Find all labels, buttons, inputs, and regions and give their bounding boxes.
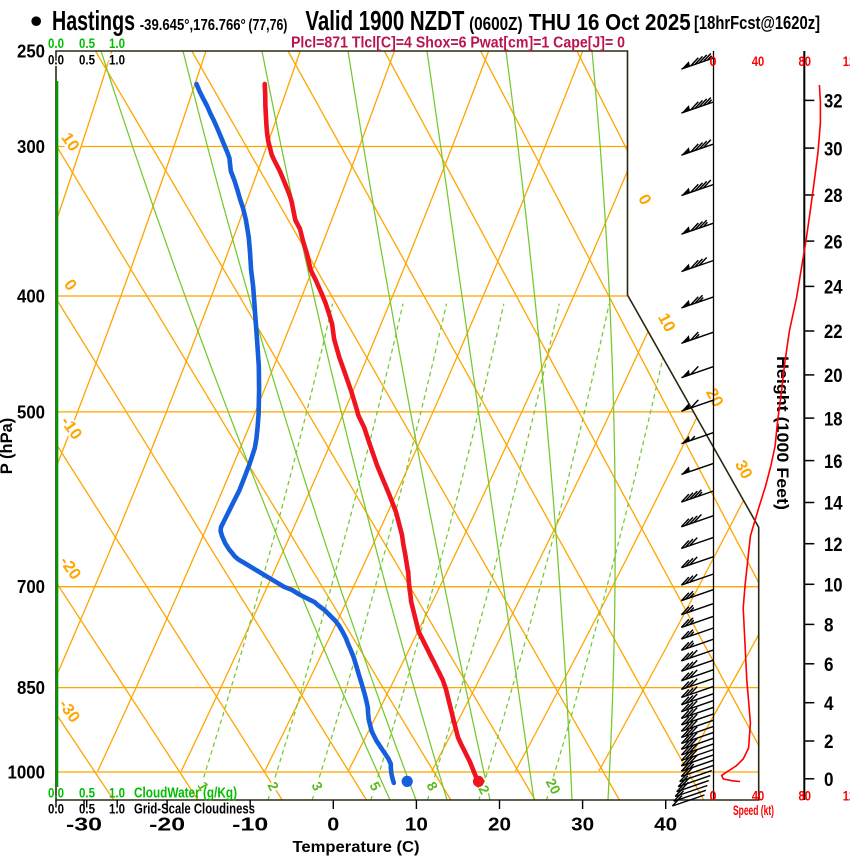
svg-text:0.5: 0.5 <box>79 786 95 801</box>
svg-text:Plcl=871 Tlcl[C]=4 Shox=6 Pwat: Plcl=871 Tlcl[C]=4 Shox=6 Pwat[cm]=1 Cap… <box>291 35 625 52</box>
svg-text:0: 0 <box>327 815 339 835</box>
svg-text:0.0: 0.0 <box>48 802 64 817</box>
svg-text:-10: -10 <box>232 815 268 835</box>
svg-text:(0600Z): (0600Z) <box>469 14 523 34</box>
svg-text:0: 0 <box>824 769 834 791</box>
svg-text:THU 16 Oct 2025: THU 16 Oct 2025 <box>529 9 691 35</box>
svg-text:30: 30 <box>824 138 843 160</box>
svg-text:10: 10 <box>405 815 428 835</box>
svg-text:4: 4 <box>824 693 834 715</box>
svg-text:1.0: 1.0 <box>109 36 125 51</box>
svg-text:20: 20 <box>488 815 511 835</box>
svg-text:1.0: 1.0 <box>109 53 125 68</box>
svg-text:300: 300 <box>17 137 45 157</box>
svg-text:18: 18 <box>824 408 843 430</box>
svg-text:32: 32 <box>824 91 843 113</box>
svg-text:80: 80 <box>799 53 812 69</box>
svg-text:28: 28 <box>824 185 843 207</box>
svg-text:700: 700 <box>17 577 45 597</box>
svg-text:250: 250 <box>17 42 45 62</box>
svg-text:40: 40 <box>654 815 677 835</box>
svg-text:850: 850 <box>17 678 45 698</box>
svg-text:(77,76): (77,76) <box>248 17 287 34</box>
svg-text:0.0: 0.0 <box>48 786 64 801</box>
svg-text:Height (1000 Feet): Height (1000 Feet) <box>773 356 792 510</box>
svg-text:12: 12 <box>843 788 850 804</box>
svg-text:2: 2 <box>824 731 834 753</box>
svg-text:10: 10 <box>824 575 843 597</box>
svg-text:0: 0 <box>710 788 717 804</box>
svg-text:12: 12 <box>843 53 850 69</box>
svg-text:400: 400 <box>17 287 45 307</box>
svg-text:0.5: 0.5 <box>79 36 95 51</box>
svg-text:Valid 1900 NZDT: Valid 1900 NZDT <box>305 5 464 36</box>
svg-text:16: 16 <box>824 451 843 473</box>
svg-text:0.5: 0.5 <box>79 802 95 817</box>
svg-text:-39.645°,176.766°: -39.645°,176.766° <box>140 17 246 34</box>
svg-text:22: 22 <box>824 321 843 343</box>
svg-text:-30: -30 <box>66 815 102 835</box>
svg-text:14: 14 <box>824 493 843 515</box>
svg-text:P (hPa): P (hPa) <box>0 418 16 475</box>
svg-text:12: 12 <box>824 534 843 556</box>
svg-text:6: 6 <box>824 654 834 676</box>
svg-text:8: 8 <box>824 615 834 637</box>
svg-text:1000: 1000 <box>8 763 46 783</box>
svg-text:26: 26 <box>824 231 843 253</box>
svg-text:500: 500 <box>17 402 45 422</box>
svg-text:0: 0 <box>710 53 717 69</box>
svg-text:30: 30 <box>571 815 594 835</box>
svg-text:CloudWater (g/Kg): CloudWater (g/Kg) <box>134 786 237 802</box>
svg-text:40: 40 <box>752 53 765 69</box>
svg-text:0.5: 0.5 <box>79 53 95 68</box>
svg-text:Grid-Scale Cloudiness: Grid-Scale Cloudiness <box>134 802 255 818</box>
svg-text:0.0: 0.0 <box>48 53 64 68</box>
svg-text:Temperature (C): Temperature (C) <box>293 839 420 856</box>
svg-text:40: 40 <box>752 788 765 804</box>
svg-text:Hastings: Hastings <box>52 5 135 36</box>
svg-text:0.0: 0.0 <box>48 36 64 51</box>
svg-text:-20: -20 <box>149 815 185 835</box>
svg-text:1.0: 1.0 <box>109 802 125 817</box>
svg-text:24: 24 <box>824 277 843 299</box>
svg-text:80: 80 <box>799 788 812 804</box>
svg-text:1.0: 1.0 <box>109 786 125 801</box>
svg-text:20: 20 <box>824 365 843 387</box>
svg-text:Speed (kt): Speed (kt) <box>733 802 774 818</box>
svg-text:[18hrFcst@1620z]: [18hrFcst@1620z] <box>694 13 820 33</box>
